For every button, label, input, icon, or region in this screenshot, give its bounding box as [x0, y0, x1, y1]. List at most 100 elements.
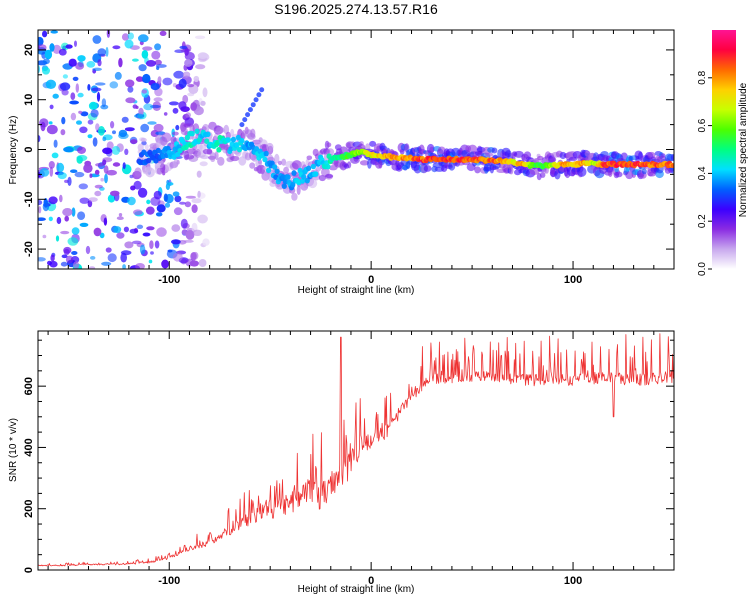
noise-blob — [62, 208, 73, 217]
noise-blob — [134, 113, 145, 119]
noise-blob — [138, 107, 144, 116]
noise-blob — [59, 194, 63, 203]
snr-frame — [37, 330, 675, 571]
noise-blob — [154, 240, 160, 249]
ridge-point — [301, 174, 307, 180]
noise-blob — [97, 59, 102, 67]
ridge-halo — [281, 158, 287, 166]
noise-blob — [112, 130, 116, 135]
ridge-point — [313, 171, 319, 177]
ridge-halo — [249, 162, 256, 169]
spectrogram-x-tick: -100 — [158, 30, 180, 286]
noise-blob — [172, 252, 183, 262]
ridge-point — [216, 147, 222, 153]
noise-blob — [196, 170, 202, 178]
ridge-halo — [549, 157, 557, 163]
spectrogram-y-tick-label: 0 — [23, 146, 35, 152]
noise-blob — [142, 232, 151, 237]
ridge-halo — [266, 142, 274, 152]
noise-blob — [70, 169, 78, 173]
noise-blob — [50, 30, 58, 34]
noise-blob — [38, 217, 46, 221]
noise-blob — [173, 207, 183, 216]
noise-blob — [97, 48, 107, 57]
ridge-point — [281, 183, 287, 189]
ridge-point — [325, 163, 331, 170]
noise-blob — [150, 196, 161, 206]
ridge-halo — [625, 171, 634, 180]
noise-blob — [62, 74, 68, 79]
ridge-halo — [607, 167, 613, 178]
ridge-point — [236, 146, 243, 153]
noise-blob — [104, 173, 108, 184]
colorbar-tick: 0.4 — [697, 166, 712, 180]
noise-blob — [179, 45, 188, 50]
noise-blob — [57, 172, 67, 180]
ridge-point — [274, 168, 280, 175]
noise-blob — [150, 251, 154, 255]
noise-blob — [60, 42, 69, 51]
snr-y-tick-label: 0 — [23, 567, 35, 573]
noise-blob — [172, 107, 179, 114]
spectrogram-y-tick-label: 10 — [23, 94, 35, 106]
snr-y-tick: 600 — [23, 377, 674, 395]
noise-blob — [91, 87, 102, 92]
noise-blob — [124, 241, 134, 249]
ridge-halo — [145, 167, 155, 178]
noise-blob — [127, 32, 134, 40]
noise-blob — [50, 254, 55, 262]
ridge-point — [230, 136, 236, 143]
ridge-halo — [140, 137, 147, 143]
noise-blob — [70, 92, 76, 100]
noise-blob — [154, 59, 162, 66]
noise-blob — [178, 101, 187, 110]
ridge-halo — [215, 126, 225, 134]
ridge-halo — [474, 166, 481, 174]
noise-blob — [67, 237, 79, 246]
noise-blob — [79, 197, 90, 204]
snr-y-tick-label: 400 — [23, 438, 35, 456]
chart-title: S196.2025.274.13.57.R16 — [274, 1, 438, 17]
ridge-spur — [253, 97, 259, 103]
noise-blob — [145, 60, 157, 67]
noise-blob — [138, 34, 149, 43]
noise-blob — [65, 44, 73, 49]
noise-blob — [191, 198, 202, 204]
spectrogram-x-tick-label: 0 — [368, 274, 374, 286]
noise-blob — [90, 109, 99, 118]
noise-blob — [113, 226, 122, 234]
noise-blob — [138, 64, 147, 72]
ridge-halo — [529, 167, 540, 175]
noise-blob — [107, 253, 117, 263]
noise-blob — [61, 89, 69, 96]
noise-blob — [67, 176, 72, 186]
colorbar-tick-label: 0.6 — [697, 118, 708, 132]
noise-blob — [74, 40, 77, 47]
colorbar-label: Normalized spectral amplitude — [738, 82, 749, 217]
noise-blob — [63, 146, 74, 153]
noise-blob — [46, 124, 58, 135]
noise-blob — [42, 234, 47, 239]
noise-blob — [135, 105, 139, 109]
noise-blob — [121, 116, 129, 123]
ridge-halo — [347, 161, 352, 169]
noise-blob — [132, 240, 142, 245]
snr-y-tick-label: 600 — [23, 377, 35, 395]
noise-blob — [159, 30, 167, 36]
ridge-point — [326, 153, 332, 159]
ridge-point — [291, 170, 297, 176]
noise-blob — [156, 204, 166, 213]
noise-blob — [94, 169, 100, 175]
noise-blob — [42, 66, 50, 75]
noise-blob — [155, 212, 163, 217]
noise-blob — [153, 123, 164, 133]
ridge-halo — [210, 157, 215, 162]
noise-blob — [97, 126, 105, 136]
noise-blob — [182, 71, 191, 78]
noise-blob — [171, 224, 181, 232]
ridge-halo — [437, 146, 446, 154]
noise-blob — [111, 145, 121, 155]
noise-blob — [79, 126, 88, 134]
noise-blob — [125, 97, 136, 104]
noise-blob — [153, 97, 163, 102]
